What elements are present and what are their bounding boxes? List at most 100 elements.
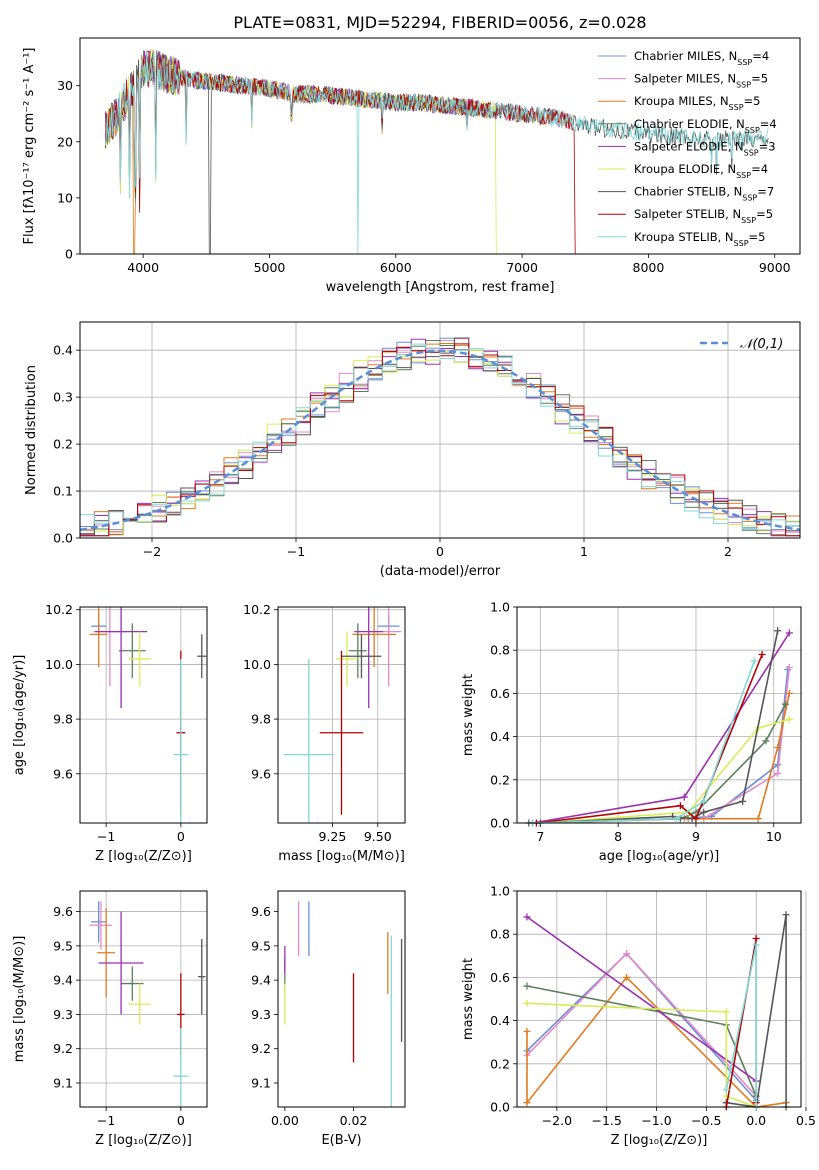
- weight-point-marker: [781, 700, 789, 708]
- mass_vs_ebv-panel: 0.00 0.02 9.1 9.2 9.3 9.4 9.5 9.6 E(B-V): [251, 890, 406, 1148]
- y-tick-label: 9.6: [251, 904, 271, 919]
- weight-series-line: [536, 654, 763, 823]
- x-tick-label: −1: [97, 1113, 115, 1128]
- x-tick-label: 9000: [759, 260, 791, 275]
- legend-label: Chabrier ELODIE, NSSP=4: [634, 117, 777, 135]
- x-tick-label: 7000: [506, 260, 538, 275]
- y-tick-label: 0.4: [53, 343, 73, 358]
- x-tick-label: 0.5: [796, 1113, 816, 1128]
- spectrum-panel: 4000 5000 6000 7000 8000 9000 0 10 20 30 wavelengt…: [22, 37, 801, 295]
- y-tick-label: 0.1: [53, 484, 73, 499]
- weight-series-line: [540, 718, 790, 823]
- y-axis-label: Normed distribution: [24, 365, 39, 495]
- weight-point-marker: [785, 715, 793, 723]
- weight-point-marker: [774, 743, 782, 751]
- y-tick-label: 9.3: [53, 1007, 73, 1022]
- weight-point-marker: [722, 1086, 730, 1094]
- x-tick-label: 2: [724, 544, 732, 559]
- y-tick-label: 10.2: [45, 602, 73, 617]
- axes-frame: [79, 37, 801, 255]
- y-tick-label: 9.8: [53, 712, 73, 727]
- weight-point-marker: [739, 797, 747, 805]
- x-tick-label: 8: [614, 829, 622, 844]
- x-tick-label: 1: [580, 544, 588, 559]
- y-tick-label: 0.2: [490, 772, 510, 787]
- weight-point-marker: [676, 802, 684, 810]
- y-tick-label: 9.5: [251, 938, 271, 953]
- weight-point-marker: [762, 737, 770, 745]
- y-tick-label: 9.6: [53, 904, 73, 919]
- weight-point-marker: [623, 973, 631, 981]
- weight-series-line: [528, 703, 787, 823]
- weight-point-marker: [785, 689, 793, 697]
- axes-frame: [277, 890, 406, 1108]
- y-tick-label: 0.4: [490, 729, 510, 744]
- weight-series-line: [526, 952, 757, 1102]
- axes-frame: [516, 606, 802, 824]
- weight-point-marker: [785, 663, 793, 671]
- weight-point-marker: [680, 793, 688, 801]
- weight-point-marker: [774, 627, 782, 635]
- x-axis-label: Z [log₁₀(Z/Z⊙)]: [95, 1133, 192, 1148]
- x-tick-label: −0.5: [691, 1113, 721, 1128]
- histogram-series: [80, 343, 800, 537]
- weight-point-marker: [754, 815, 762, 823]
- x-axis-label: E(B-V): [321, 1133, 361, 1148]
- weight_vs_age-panel: 7 8 9 10 0.0 0.2 0.4 0.6 0.8 1.0 age [log₁₀(age/yr…: [461, 600, 802, 864]
- spectrum-series-line: [104, 49, 769, 254]
- y-tick-label: 0.0: [490, 1100, 510, 1115]
- weight-series-line: [532, 632, 790, 823]
- y-axis-label: Flux [fλ10⁻¹⁷ erg cm⁻² s⁻¹ A⁻¹]: [22, 48, 37, 245]
- weight-series-line: [526, 1002, 757, 1107]
- y-tick-label: 10.0: [243, 657, 271, 672]
- x-tick-label: 0.0: [746, 1113, 766, 1128]
- weight-series-line: [540, 630, 779, 823]
- y-tick-label: 10.2: [243, 602, 271, 617]
- weight-point-marker: [752, 941, 760, 949]
- x-tick-label: 9.50: [364, 829, 392, 844]
- weight_vs_Z-panel: −2.0 −1.5 −1.0 −0.5 0.0 0.5 0.0 0.2 0.4 0.6 0.8 1.0…: [461, 884, 816, 1149]
- x-axis-label: mass [log₁₀(M/M⊙)]: [278, 849, 405, 864]
- axes-frame: [79, 606, 208, 824]
- weight-point-marker: [692, 815, 700, 823]
- y-tick-label: 10: [57, 190, 73, 205]
- legend-label: Kroupa STELIB, NSSP=5: [634, 230, 765, 248]
- x-axis-label: wavelength [Angstrom, rest frame]: [326, 280, 555, 295]
- y-tick-label: 9.6: [251, 766, 271, 781]
- y-axis-label: mass [log₁₀(M/M⊙)]: [12, 936, 27, 1063]
- axes-frame: [79, 890, 208, 1108]
- x-tick-label: 6000: [380, 260, 412, 275]
- legend-label: 𝒩(0,1): [740, 337, 783, 352]
- weight-series-line: [726, 914, 787, 1107]
- weight-point-marker: [523, 982, 531, 990]
- y-tick-label: 0.8: [490, 927, 510, 942]
- x-axis-label: Z [log₁₀(Z/Z⊙)]: [611, 1133, 708, 1148]
- weight-series-line: [526, 916, 757, 1082]
- y-tick-label: 9.4: [251, 973, 271, 988]
- legend-label: Salpeter MILES, NSSP=5: [634, 72, 768, 90]
- mass_vs_Z-panel: −1 0 9.1 9.2 9.3 9.4 9.5 9.6 Z [log₁₀(Z/Z⊙)] mass…: [12, 890, 208, 1148]
- spectrum-series-line: [104, 50, 576, 254]
- x-axis-label: (data-model)/error: [380, 564, 501, 579]
- weight-point-marker: [758, 651, 766, 659]
- y-axis-label: age [log₁₀(age/yr)]: [12, 655, 27, 776]
- weight-point-marker: [785, 629, 793, 637]
- axes-frame: [79, 321, 801, 539]
- legend-label: Kroupa MILES, NSSP=5: [634, 94, 760, 112]
- x-tick-label: −2: [143, 544, 161, 559]
- y-tick-label: 30: [57, 78, 73, 93]
- legend-label: Chabrier STELIB, NSSP=7: [634, 185, 774, 203]
- x-tick-label: 9: [692, 829, 700, 844]
- y-tick-label: 1.0: [490, 600, 510, 615]
- y-tick-label: 0.3: [53, 390, 73, 405]
- x-tick-label: 8000: [633, 260, 665, 275]
- y-tick-label: 0.4: [490, 1013, 510, 1028]
- weight-point-marker: [523, 913, 531, 921]
- weight-point-marker: [750, 657, 758, 665]
- weight-point-marker: [722, 1008, 730, 1016]
- x-tick-label: 0: [177, 1113, 185, 1128]
- y-tick-label: 0: [65, 247, 73, 262]
- x-tick-label: 0.00: [271, 1113, 299, 1128]
- x-tick-label: −2.0: [542, 1113, 572, 1128]
- axes-frame: [277, 606, 406, 824]
